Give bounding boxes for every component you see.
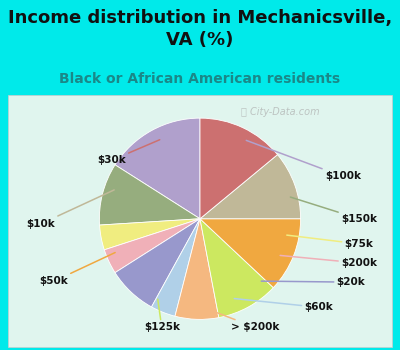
- Wedge shape: [100, 219, 200, 250]
- Text: $60k: $60k: [234, 299, 333, 312]
- Text: ⓘ City-Data.com: ⓘ City-Data.com: [241, 107, 319, 117]
- Wedge shape: [115, 118, 200, 219]
- FancyBboxPatch shape: [8, 94, 392, 346]
- Text: $100k: $100k: [246, 140, 361, 182]
- Wedge shape: [200, 219, 301, 288]
- Wedge shape: [104, 219, 200, 273]
- Text: $20k: $20k: [261, 277, 365, 287]
- Text: Black or African American residents: Black or African American residents: [60, 72, 340, 86]
- Wedge shape: [99, 165, 200, 225]
- Text: $50k: $50k: [40, 253, 115, 286]
- Text: $150k: $150k: [290, 197, 377, 224]
- Wedge shape: [200, 118, 278, 219]
- Wedge shape: [200, 219, 273, 317]
- Wedge shape: [200, 155, 301, 219]
- Wedge shape: [115, 219, 200, 307]
- Wedge shape: [152, 219, 200, 316]
- Text: Income distribution in Mechanicsville,
VA (%): Income distribution in Mechanicsville, V…: [8, 9, 392, 49]
- Text: $125k: $125k: [144, 299, 180, 332]
- Text: $200k: $200k: [280, 256, 377, 268]
- Wedge shape: [175, 219, 219, 319]
- Text: > $200k: > $200k: [205, 308, 280, 332]
- Text: $75k: $75k: [287, 235, 374, 249]
- Text: $30k: $30k: [97, 140, 160, 166]
- Text: $10k: $10k: [27, 190, 114, 229]
